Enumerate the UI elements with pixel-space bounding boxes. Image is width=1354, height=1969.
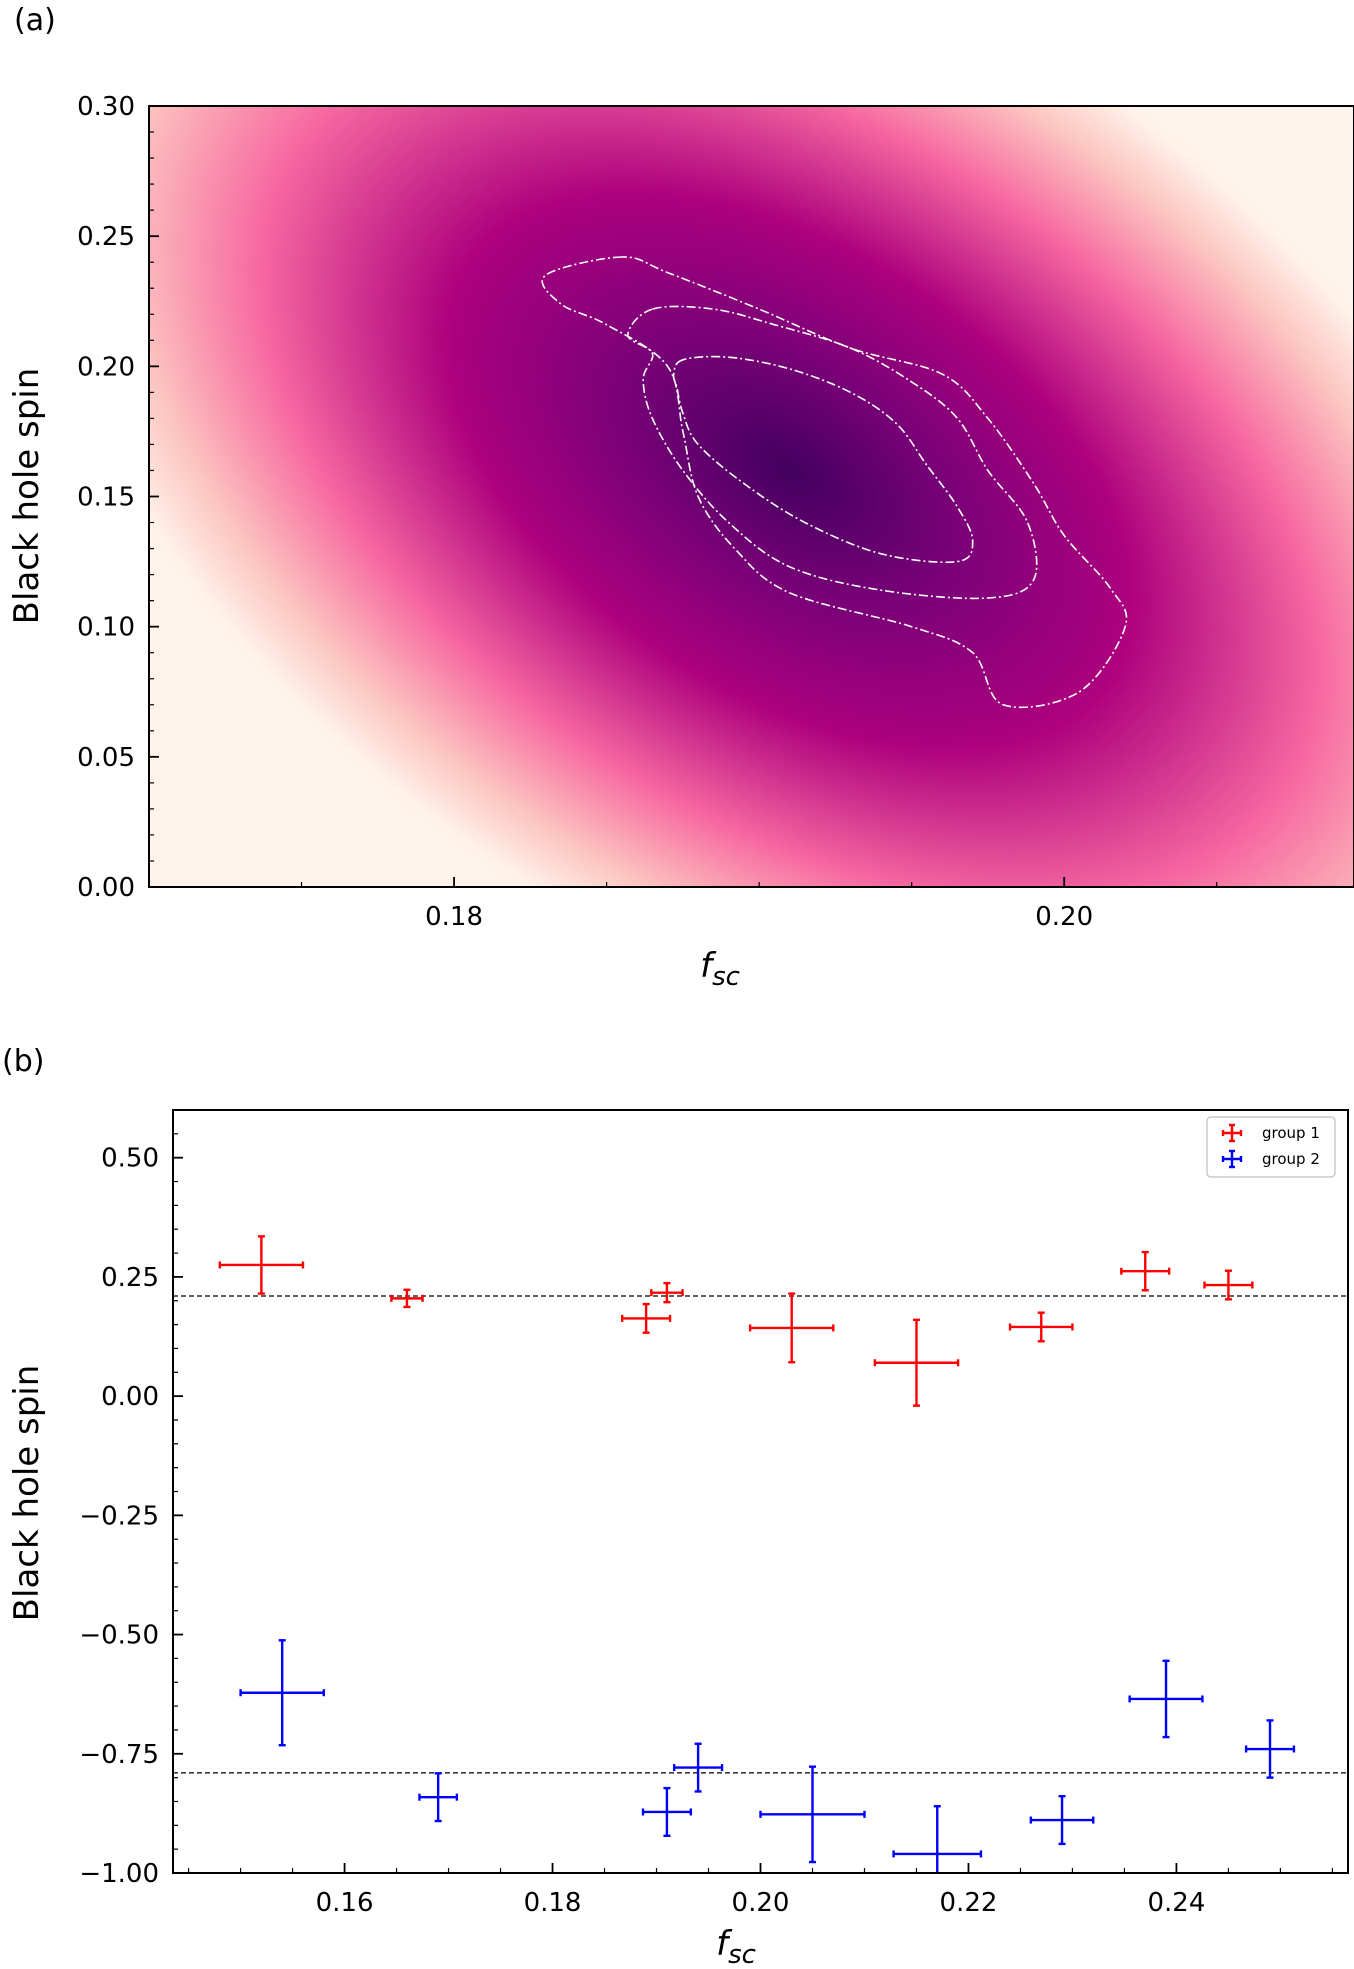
errorbar-point-group-1	[1008, 1311, 1074, 1343]
reference-lines	[173, 1295, 1348, 1774]
y-tick-label: 0.00	[77, 873, 135, 903]
x-tick-label: 0.16	[316, 1888, 374, 1918]
error-bars	[218, 1235, 1296, 1873]
heatmap-raster	[149, 106, 1354, 887]
y-tick-label: 0.15	[77, 483, 135, 513]
errorbar-point-group-2	[418, 1772, 459, 1823]
legend: group 1 group 2	[1206, 1116, 1336, 1178]
panel-label-b: (b)	[2, 1044, 44, 1079]
errorbar-point-group-1	[621, 1302, 672, 1334]
errorbar-point-group-1	[1120, 1250, 1171, 1292]
legend-label: group 2	[1262, 1150, 1320, 1168]
errorbar-point-group-1	[218, 1235, 305, 1295]
errorbar-point-group-2	[1128, 1659, 1204, 1739]
y-tick-label: 0.20	[77, 352, 135, 382]
legend-label: group 1	[1262, 1124, 1320, 1142]
errorbar-point-group-1	[1203, 1269, 1254, 1301]
y-axis-label-a: Black hole spin	[7, 368, 47, 625]
axis-ticks-b	[173, 1133, 1334, 1874]
y-tick-labels-b: 0.50 0.25 0.00 −0.25 −0.50 −0.75 −1.00	[79, 1144, 159, 1889]
y-tick-label: 0.25	[77, 222, 135, 252]
x-tick-label: 0.20	[1035, 902, 1093, 932]
y-tick-label: −0.75	[79, 1740, 159, 1770]
errorbar-point-group-1	[390, 1288, 424, 1309]
x-tick-labels-a: 0.18 0.20	[425, 902, 1093, 932]
panel-label-a: (a)	[14, 3, 56, 38]
x-tick-label: 0.24	[1147, 1888, 1205, 1918]
errorbar-point-group-1	[873, 1318, 960, 1407]
errorbar-point-group-2	[641, 1786, 693, 1838]
x-tick-label: 0.18	[425, 902, 483, 932]
errorbar-point-group-2	[239, 1639, 325, 1747]
x-tick-labels-b: 0.16 0.18 0.20 0.22 0.24	[316, 1888, 1206, 1918]
y-tick-label: −0.25	[79, 1501, 159, 1531]
contour-lines	[541, 256, 1128, 709]
errorbar-point-group-1	[650, 1281, 684, 1304]
y-tick-label: 0.05	[77, 743, 135, 773]
x-axis-label-b: fsc	[716, 1924, 756, 1969]
x-axis-label-a: fsc	[700, 946, 740, 992]
legend-item-group-2: group 2	[1221, 1149, 1320, 1169]
y-tick-label: 0.25	[101, 1263, 159, 1293]
y-tick-labels-a: 0.00 0.05 0.10 0.15 0.20 0.25 0.30	[77, 92, 135, 903]
errorbar-point-group-2	[892, 1805, 983, 1873]
y-tick-label: 0.10	[77, 613, 135, 643]
x-tick-label: 0.20	[732, 1888, 790, 1918]
heatmap-image	[149, 106, 1354, 887]
contour-level-3	[541, 256, 1128, 709]
errorbar-point-group-2	[1029, 1795, 1095, 1846]
y-tick-label: −1.00	[79, 1859, 159, 1889]
y-tick-label: 0.00	[101, 1382, 159, 1412]
errorbar-point-group-2	[672, 1742, 724, 1793]
heatmap-panel: (a) 0.00 0.05 0.10 0.15 0.20 0.25 0.30 0.18 0.2…	[7, 3, 1354, 992]
y-tick-label: −0.50	[79, 1621, 159, 1651]
errorbar-point-group-1	[748, 1292, 835, 1364]
errorbar-point-group-2	[1244, 1719, 1296, 1779]
legend-item-group-1: group 1	[1221, 1123, 1320, 1143]
plot-background-b	[173, 1110, 1348, 1873]
axis-ticks-a	[149, 105, 1218, 888]
y-tick-label: 0.50	[101, 1144, 159, 1174]
errorbar-panel: (b) 0.50 0.25 0.00 −0.25 −0.50 −0.75 −1.00 0.1…	[2, 1044, 1349, 1969]
y-tick-label: 0.30	[77, 92, 135, 122]
x-tick-label: 0.18	[524, 1888, 582, 1918]
x-tick-label: 0.22	[940, 1888, 998, 1918]
errorbar-point-group-2	[759, 1765, 866, 1864]
contour-level-1	[672, 355, 974, 564]
y-axis-label-b: Black hole spin	[7, 1365, 47, 1622]
